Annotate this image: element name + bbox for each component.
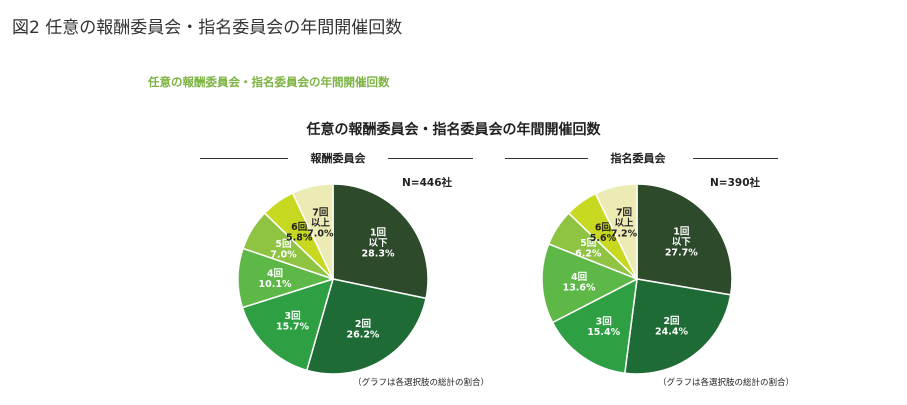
pie-slice bbox=[551, 277, 638, 375]
chart-title-right: 指名委員会 bbox=[610, 152, 666, 165]
slice-label: 1回以下 28.3% bbox=[362, 227, 395, 259]
slice-label: 2回 26.2% bbox=[346, 319, 379, 341]
header-rule-right bbox=[388, 158, 473, 159]
pie-slice bbox=[541, 242, 639, 324]
slice-label: 6回 5.6% bbox=[590, 222, 617, 244]
slice-label: 5回 6.2% bbox=[575, 238, 602, 260]
slice-label: 2回 24.4% bbox=[655, 316, 688, 338]
sample-size-left: N=446社 bbox=[402, 177, 453, 189]
slice-label: 7回以上 7.2% bbox=[611, 207, 638, 239]
slice-label: 5回 7.0% bbox=[270, 239, 297, 260]
header-rule-left bbox=[200, 158, 288, 159]
pie-slice bbox=[594, 183, 638, 280]
header-rule-right bbox=[693, 158, 778, 159]
pie-slice bbox=[241, 277, 335, 372]
chart-note-right: （グラフは各選択肢の総計の割合） bbox=[658, 378, 795, 388]
chart-header-left: 報酬委員会 bbox=[200, 150, 473, 168]
chart-title-left: 報酬委員会 bbox=[310, 152, 366, 165]
slice-label: 4回 13.6% bbox=[563, 272, 596, 294]
slice-label: 6回 5.8% bbox=[286, 222, 313, 244]
chart-subtitle: 任意の報酬委員会・指名委員会の年間開催回数 bbox=[148, 75, 390, 89]
figure-title: 図2 任意の報酬委員会・指名委員会の年間開催回数 bbox=[12, 18, 403, 38]
slice-label: 3回 15.4% bbox=[587, 317, 620, 339]
header-rule-left bbox=[505, 158, 588, 159]
chart-header-right: 指名委員会 bbox=[505, 150, 778, 168]
chart-main-title: 任意の報酬委員会・指名委員会の年間開催回数 bbox=[306, 122, 601, 138]
sample-size-right: N=390社 bbox=[710, 177, 761, 189]
slice-label: 3回 15.7% bbox=[276, 311, 309, 333]
pie-slice bbox=[636, 183, 733, 296]
pie-chart-right: 1回以下 27.7% 2回 24.4% 3回 15.4% 4回 13.6% 5回 6.2%6回 5.… bbox=[541, 183, 733, 375]
pie-slice bbox=[623, 278, 732, 375]
pie-slice bbox=[291, 183, 334, 280]
slice-label: 7回以上 7.0% bbox=[307, 207, 334, 239]
pie-chart-left: 1回以下 28.3% 2回 26.2% 3回 15.7% 4回 10.1% 5回 7.0%6回 5.… bbox=[237, 183, 429, 375]
pie-slice bbox=[305, 278, 427, 375]
pie-slice bbox=[332, 183, 429, 300]
slice-label: 4回 10.1% bbox=[259, 269, 292, 291]
chart-note-left: （グラフは各選択肢の総計の割合） bbox=[353, 378, 490, 388]
slice-label: 1回以下 27.7% bbox=[665, 227, 698, 259]
